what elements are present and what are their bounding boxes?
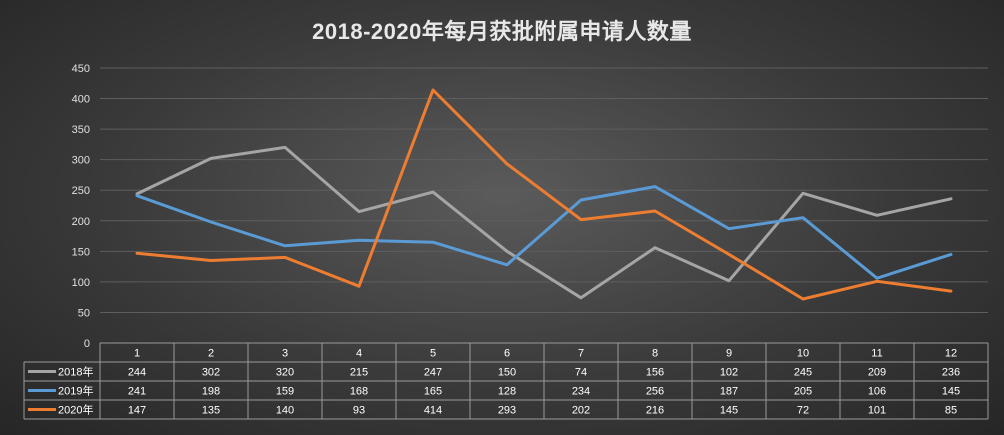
data-label: 74 bbox=[575, 367, 587, 379]
y-tick-label: 0 bbox=[84, 338, 90, 350]
y-tick-label: 100 bbox=[72, 277, 90, 289]
data-label: 247 bbox=[424, 367, 442, 379]
data-label: 85 bbox=[945, 405, 957, 417]
x-tick-label: 7 bbox=[578, 348, 584, 360]
data-label: 234 bbox=[572, 386, 590, 398]
data-label: 106 bbox=[868, 386, 886, 398]
legend-label: 2020年 bbox=[58, 403, 93, 417]
x-tick-label: 10 bbox=[797, 348, 809, 360]
x-tick-label: 2 bbox=[208, 348, 214, 360]
data-label: 414 bbox=[424, 405, 442, 417]
data-label: 102 bbox=[720, 367, 738, 379]
y-tick-label: 350 bbox=[72, 124, 90, 136]
legend-label: 2018年 bbox=[58, 365, 93, 379]
x-tick-label: 5 bbox=[430, 348, 436, 360]
y-tick-label: 200 bbox=[72, 216, 90, 228]
data-label: 205 bbox=[794, 386, 812, 398]
series-line bbox=[135, 145, 953, 300]
data-label: 101 bbox=[868, 405, 886, 417]
x-tick-label: 11 bbox=[871, 348, 882, 360]
data-label: 236 bbox=[942, 367, 960, 379]
data-label: 209 bbox=[868, 367, 886, 379]
data-label: 202 bbox=[572, 405, 590, 417]
data-label: 150 bbox=[498, 367, 516, 379]
x-tick-label: 4 bbox=[356, 348, 362, 360]
data-label: 128 bbox=[498, 386, 516, 398]
y-tick-label: 300 bbox=[72, 155, 90, 167]
data-label: 215 bbox=[350, 367, 368, 379]
legend-label: 2019年 bbox=[58, 384, 93, 398]
data-label: 135 bbox=[202, 405, 220, 417]
chart-title: 2018-2020年每月获批附属申请人数量 bbox=[312, 19, 692, 44]
data-label: 245 bbox=[794, 367, 812, 379]
data-label: 159 bbox=[276, 386, 294, 398]
data-label: 293 bbox=[498, 405, 516, 417]
data-label: 198 bbox=[202, 386, 220, 398]
x-tick-label: 9 bbox=[726, 348, 732, 360]
data-label: 320 bbox=[276, 367, 294, 379]
data-label: 216 bbox=[646, 405, 664, 417]
data-label: 140 bbox=[276, 405, 294, 417]
y-tick-label: 150 bbox=[72, 246, 90, 258]
x-tick-label: 8 bbox=[652, 348, 658, 360]
data-label: 244 bbox=[128, 367, 146, 379]
data-label: 145 bbox=[942, 386, 960, 398]
y-tick-label: 250 bbox=[72, 185, 90, 197]
data-label: 156 bbox=[646, 367, 664, 379]
y-tick-label: 450 bbox=[72, 63, 90, 75]
series-line bbox=[135, 185, 953, 280]
series-line bbox=[135, 88, 953, 301]
data-label: 187 bbox=[720, 386, 738, 398]
x-tick-label: 3 bbox=[282, 348, 288, 360]
data-label: 93 bbox=[353, 405, 365, 417]
data-label: 241 bbox=[128, 386, 146, 398]
data-label: 256 bbox=[646, 386, 664, 398]
data-label: 302 bbox=[202, 367, 220, 379]
data-label: 165 bbox=[424, 386, 442, 398]
data-label: 145 bbox=[720, 405, 738, 417]
y-tick-label: 50 bbox=[78, 307, 90, 319]
x-tick-label: 1 bbox=[134, 348, 140, 360]
data-label: 147 bbox=[128, 405, 146, 417]
x-tick-label: 12 bbox=[945, 348, 957, 360]
y-tick-label: 400 bbox=[72, 94, 90, 106]
x-tick-label: 6 bbox=[504, 348, 510, 360]
data-label: 168 bbox=[350, 386, 368, 398]
data-label: 72 bbox=[797, 405, 809, 417]
